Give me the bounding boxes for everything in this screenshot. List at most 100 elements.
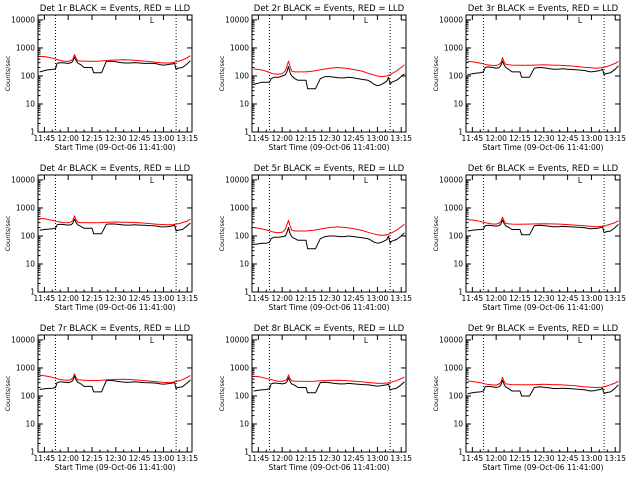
- x-tick-label: 12:15: [81, 134, 103, 143]
- y-axis-label: Counts/sec: [432, 215, 440, 251]
- panel-title: Det 9r BLACK = Events, RED = LLD: [468, 324, 619, 334]
- x-tick-label: 12:30: [105, 134, 127, 143]
- y-tick-label: 1000: [16, 364, 35, 373]
- x-tick-label: 13:00: [581, 134, 603, 143]
- y-tick-label: 10000: [11, 336, 35, 345]
- lld-series-line: [467, 376, 619, 388]
- y-tick-label: 1: [30, 448, 35, 457]
- y-tick-label: 1: [30, 288, 35, 297]
- x-tick-label: 12:30: [319, 134, 341, 143]
- y-tick-label: 1: [458, 448, 463, 457]
- x-tick-label: 13:00: [367, 294, 389, 303]
- corner-mark: L: [364, 16, 369, 25]
- x-tick-label: 11:45: [462, 294, 484, 303]
- x-tick-label: 12:30: [319, 454, 341, 463]
- y-tick-label: 100: [235, 72, 250, 81]
- x-tick-label: 11:45: [248, 454, 270, 463]
- x-tick-label: 13:00: [153, 454, 175, 463]
- y-tick-label: 10: [453, 420, 463, 429]
- lld-series-line: [253, 219, 405, 236]
- plot-frame: [465, 334, 621, 453]
- y-tick-label: 10000: [439, 16, 463, 25]
- y-tick-label: 10: [453, 260, 463, 269]
- panel-title: Det 6r BLACK = Events, RED = LLD: [468, 164, 619, 174]
- events-series-line: [467, 379, 619, 397]
- y-tick-label: 100: [235, 232, 250, 241]
- x-tick-label: 11:45: [248, 134, 270, 143]
- events-series-line: [253, 65, 405, 90]
- x-tick-label: 13:15: [390, 294, 412, 303]
- panel-title: Det 5r BLACK = Events, RED = LLD: [254, 164, 405, 174]
- x-tick-label: 12:30: [533, 134, 555, 143]
- panel-title: Det 2r BLACK = Events, RED = LLD: [254, 4, 405, 14]
- x-tick-label: 13:15: [604, 454, 626, 463]
- y-tick-label: 1000: [444, 204, 463, 213]
- y-tick-label: 10000: [439, 336, 463, 345]
- y-tick-label: 10: [25, 100, 35, 109]
- y-tick-label: 10: [239, 260, 249, 269]
- x-tick-label: 12:45: [129, 294, 151, 303]
- x-tick-label: 11:45: [34, 294, 56, 303]
- y-axis-label: Counts/sec: [4, 55, 12, 91]
- x-tick-label: 11:45: [248, 294, 270, 303]
- y-tick-label: 100: [21, 392, 36, 401]
- corner-mark: L: [364, 336, 369, 345]
- x-tick-label: 12:15: [295, 454, 317, 463]
- y-tick-label: 10: [25, 260, 35, 269]
- x-tick-label: 12:45: [557, 294, 579, 303]
- lld-series-line: [467, 216, 619, 228]
- x-tick-label: 12:00: [271, 134, 293, 143]
- y-tick-label: 100: [449, 392, 464, 401]
- y-axis-label: Counts/sec: [432, 375, 440, 411]
- x-axis-label: Start Time (09-Oct-06 11:41:00): [482, 303, 603, 312]
- x-tick-label: 13:15: [176, 134, 198, 143]
- events-series-line: [39, 56, 191, 74]
- corner-mark: L: [578, 336, 583, 345]
- x-axis-label: Start Time (09-Oct-06 11:41:00): [54, 463, 175, 472]
- x-tick-label: 12:15: [509, 454, 531, 463]
- y-tick-label: 1: [244, 288, 249, 297]
- y-tick-label: 1: [244, 128, 249, 137]
- x-tick-label: 12:45: [557, 454, 579, 463]
- corner-mark: L: [364, 176, 369, 185]
- x-tick-label: 12:45: [129, 134, 151, 143]
- x-tick-label: 12:45: [557, 134, 579, 143]
- y-tick-label: 10000: [225, 16, 249, 25]
- y-tick-label: 100: [21, 72, 36, 81]
- x-axis-label: Start Time (09-Oct-06 11:41:00): [54, 303, 175, 312]
- x-tick-label: 13:00: [581, 294, 603, 303]
- y-tick-label: 100: [21, 232, 36, 241]
- x-tick-label: 13:15: [176, 294, 198, 303]
- x-tick-label: 13:00: [367, 454, 389, 463]
- lld-series-line: [39, 373, 191, 384]
- x-tick-label: 13:15: [390, 454, 412, 463]
- x-tick-label: 12:15: [81, 454, 103, 463]
- y-tick-label: 10000: [225, 176, 249, 185]
- panel-title: Det 7r BLACK = Events, RED = LLD: [40, 324, 191, 334]
- corner-mark: L: [578, 16, 583, 25]
- y-tick-label: 10000: [439, 176, 463, 185]
- detector-panel: Det 6r BLACK = Events, RED = LLD 11:45 12:…: [432, 164, 626, 312]
- x-tick-label: 12:30: [105, 294, 127, 303]
- x-tick-label: 12:15: [81, 294, 103, 303]
- panel-title: Det 1r BLACK = Events, RED = LLD: [40, 4, 191, 14]
- x-axis-label: Start Time (09-Oct-06 11:41:00): [268, 303, 389, 312]
- x-tick-label: 11:45: [462, 454, 484, 463]
- lld-series-line: [253, 374, 405, 384]
- x-tick-label: 12:30: [105, 454, 127, 463]
- y-tick-label: 1: [458, 128, 463, 137]
- plot-frame: [465, 14, 621, 133]
- x-tick-label: 12:00: [485, 454, 507, 463]
- x-tick-label: 13:15: [390, 134, 412, 143]
- events-series-line: [253, 377, 405, 394]
- y-tick-label: 100: [235, 392, 250, 401]
- x-tick-label: 12:15: [509, 294, 531, 303]
- y-tick-label: 100: [449, 232, 464, 241]
- y-tick-label: 10000: [11, 16, 35, 25]
- x-tick-label: 12:15: [295, 134, 317, 143]
- x-tick-label: 12:15: [509, 134, 531, 143]
